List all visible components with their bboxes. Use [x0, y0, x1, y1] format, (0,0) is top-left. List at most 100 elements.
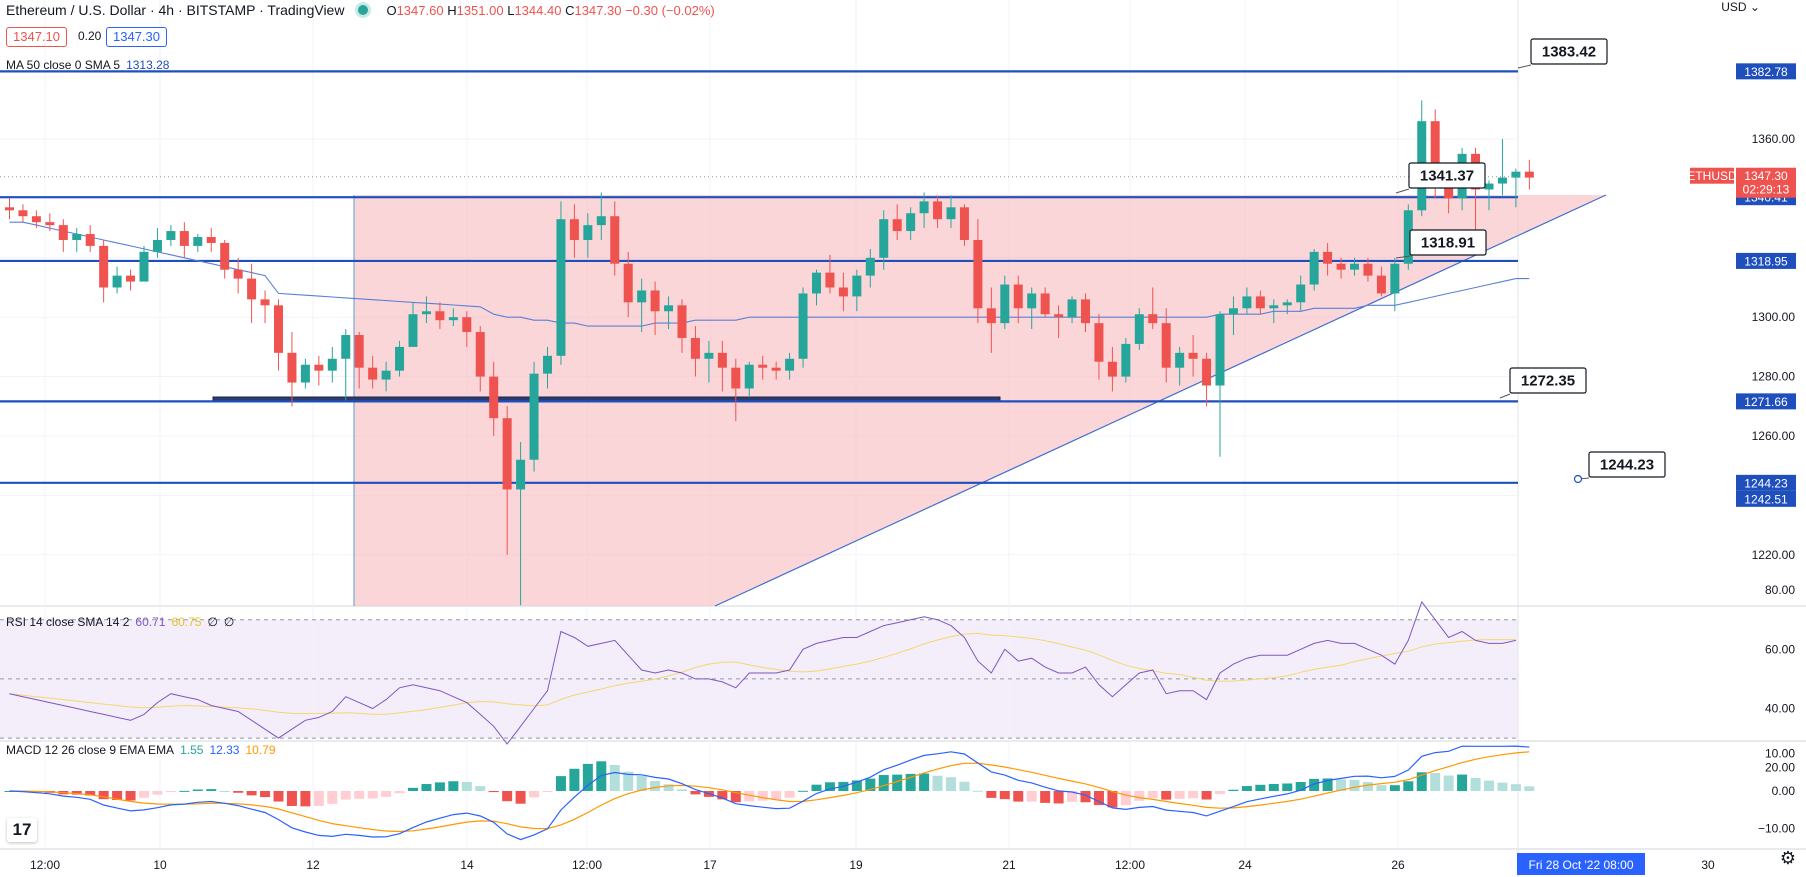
- macd-histogram-bar: [932, 775, 943, 791]
- chart-header: Ethereum / U.S. Dollar · 4h · BITSTAMP ·…: [6, 2, 715, 18]
- macd-histogram-bar: [717, 791, 728, 800]
- level-price-tag: [1736, 490, 1796, 507]
- macd-histogram-bar: [1295, 782, 1306, 791]
- candle-body: [1497, 177, 1507, 184]
- candle-body: [395, 346, 405, 371]
- candle-body: [1524, 171, 1534, 178]
- macd-histogram-bar: [502, 791, 513, 802]
- macd-histogram-bar: [1255, 784, 1266, 791]
- price-tick-label: 1300.00: [1752, 310, 1796, 324]
- time-tick-label: 24: [1238, 858, 1252, 872]
- candle-body: [1027, 293, 1037, 309]
- macd-histogram-bar: [421, 784, 432, 791]
- level-price-tag-label: 1318.95: [1744, 254, 1788, 268]
- candle-body: [1511, 171, 1521, 178]
- macd-histogram-bar: [1349, 779, 1360, 791]
- macd-histogram-bar: [1443, 775, 1454, 791]
- rsi-indicator-label[interactable]: RSI 14 close SMA 14 2 60.71 60.75 ∅ ∅: [6, 615, 234, 629]
- candle-body: [650, 290, 660, 312]
- tradingview-logo-icon[interactable]: 17: [7, 818, 37, 842]
- macd-histogram-bar: [542, 791, 553, 792]
- candle-body: [973, 239, 983, 309]
- ma-indicator-label[interactable]: MA 50 close 0 SMA 5 1313.28: [6, 58, 169, 72]
- macd-histogram-bar: [152, 791, 163, 795]
- candle-body: [368, 367, 378, 380]
- symbol-tag: [1690, 167, 1734, 184]
- macd-histogram-bar: [771, 791, 782, 800]
- symbol-title[interactable]: Ethereum / U.S. Dollar · 4h · BITSTAMP ·…: [6, 2, 345, 18]
- candle-body: [1336, 263, 1346, 270]
- candle-body: [852, 275, 862, 297]
- candle-body: [1376, 275, 1386, 294]
- candle-body: [677, 305, 687, 338]
- candle-body: [126, 275, 136, 282]
- candle-body: [489, 376, 499, 419]
- settings-gear-icon[interactable]: ⚙: [1779, 848, 1796, 868]
- level-price-tag: [1736, 252, 1796, 269]
- level-price-tag-label: 1271.66: [1744, 395, 1788, 409]
- time-cursor-tag: [1517, 853, 1645, 875]
- level-price-tag-label: 1244.23: [1744, 476, 1788, 490]
- time-tick-label: 30: [1701, 858, 1715, 872]
- macd-indicator-label[interactable]: MACD 12 26 close 9 EMA EMA 1.55 12.33 10.79: [6, 743, 276, 757]
- macd-histogram-bar: [85, 791, 96, 796]
- macd-histogram-bar: [71, 791, 82, 795]
- candle-body: [502, 418, 512, 490]
- callout-pointer: [1395, 255, 1411, 259]
- candle-body: [986, 308, 996, 324]
- candle-body: [825, 272, 835, 288]
- candle-body: [798, 293, 808, 359]
- rsi-tick-label: 80.00: [1765, 583, 1795, 597]
- macd-histogram-bar: [354, 791, 365, 799]
- macd-histogram-bar: [946, 777, 956, 791]
- candle-body: [1134, 314, 1144, 344]
- price-callout-label: 1272.35: [1521, 373, 1575, 390]
- time-tick-label: 14: [460, 858, 474, 872]
- macd-histogram-bar: [1161, 791, 1172, 800]
- macd-histogram-bar: [246, 791, 257, 796]
- candle-body: [166, 231, 176, 240]
- candle-body: [1323, 251, 1333, 264]
- candle-body: [435, 311, 445, 321]
- candle-body: [18, 210, 28, 217]
- candle-body: [381, 370, 391, 380]
- candle-body: [1363, 263, 1373, 276]
- macd-signal-line: [9, 751, 1530, 833]
- market-open-icon: [358, 5, 369, 15]
- macd-histogram-bar: [1470, 777, 1481, 791]
- sell-price-button[interactable]: 1347.10: [6, 27, 67, 47]
- macd-histogram-bar: [744, 791, 755, 802]
- candle-body: [812, 272, 821, 294]
- macd-histogram-bar: [434, 782, 445, 791]
- macd-histogram-bar: [905, 773, 916, 791]
- last-price-label: 1347.30: [1744, 169, 1788, 183]
- candle-body: [1215, 314, 1225, 386]
- candle-body: [596, 216, 606, 226]
- candle-body: [139, 251, 149, 282]
- candle-body: [744, 364, 754, 389]
- macd-histogram-bar: [892, 774, 903, 791]
- macd-histogram-bar: [784, 791, 795, 798]
- macd-histogram-bar: [596, 761, 607, 791]
- macd-histogram-bar: [139, 791, 149, 798]
- candle-body: [1175, 352, 1185, 368]
- price-callout-box: [1408, 162, 1486, 189]
- candle-body: [99, 245, 109, 288]
- macd-histogram-bar: [286, 791, 297, 806]
- candle-body: [919, 201, 929, 214]
- candle-body: [758, 364, 768, 368]
- buy-price-button[interactable]: 1347.30: [106, 27, 167, 47]
- candle-body: [690, 337, 700, 359]
- rsi-tick-label: 40.00: [1765, 702, 1795, 716]
- macd-histogram-bar: [327, 791, 338, 804]
- macd-histogram-bar: [98, 791, 109, 800]
- candle-body: [933, 201, 943, 220]
- macd-histogram-bar: [1174, 791, 1185, 799]
- candle-body: [247, 278, 257, 300]
- candle-body: [152, 239, 162, 252]
- macd-histogram-bar: [340, 791, 351, 800]
- candle-body: [516, 459, 526, 490]
- candle-body: [475, 332, 485, 377]
- macd-histogram-value: 1.55: [180, 743, 204, 757]
